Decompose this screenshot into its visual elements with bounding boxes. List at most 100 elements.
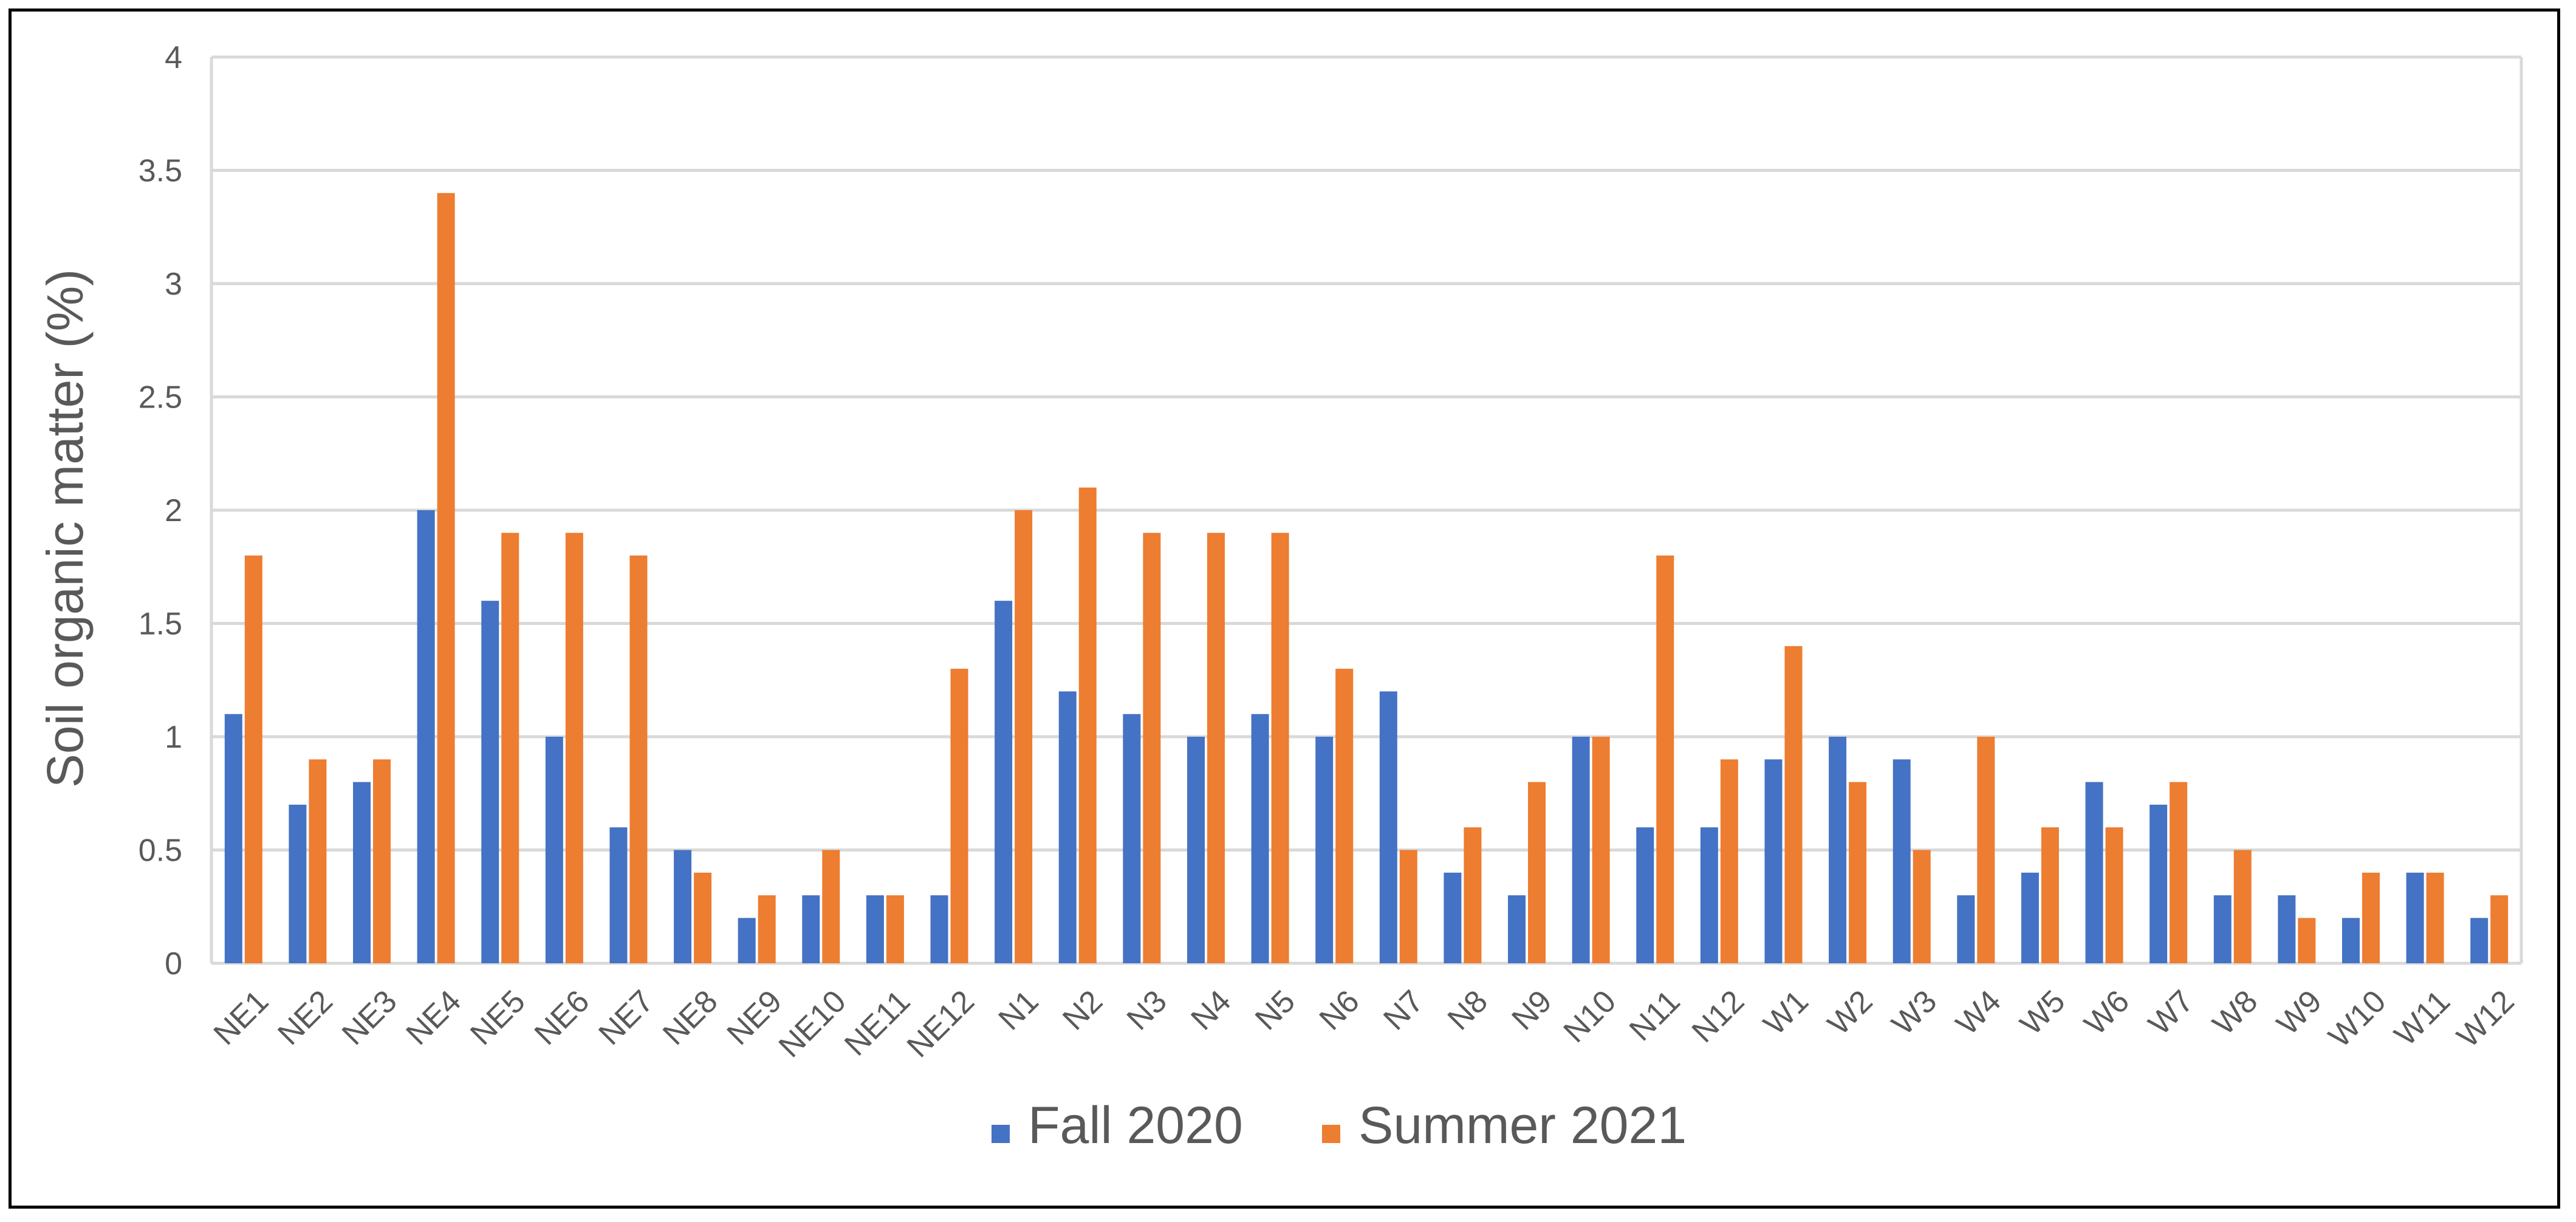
bar-fall-2020 xyxy=(1829,737,1847,963)
bar-summer-2021 xyxy=(309,759,327,963)
bar-summer-2021 xyxy=(1143,533,1161,963)
bar-fall-2020 xyxy=(1893,759,1911,963)
bar-fall-2020 xyxy=(1187,737,1205,963)
y-tick-label: 3.5 xyxy=(139,154,182,189)
bar-summer-2021 xyxy=(1335,669,1354,963)
bar-summer-2021 xyxy=(886,895,904,963)
bar-summer-2021 xyxy=(2105,827,2123,963)
chart-frame xyxy=(9,9,2560,1209)
y-tick-labels: 0 0.5 1 1.5 2 2.5 3 3.5 4 xyxy=(139,40,182,981)
bar-fall-2020 xyxy=(1379,691,1397,963)
x-tick-label: NE5 xyxy=(464,983,532,1052)
bar-summer-2021 xyxy=(1977,737,1995,963)
bar-fall-2020 xyxy=(1315,737,1334,963)
bar-summer-2021 xyxy=(1207,533,1225,963)
bar-fall-2020 xyxy=(866,895,884,963)
bars xyxy=(224,193,2509,963)
y-tick-label: 4 xyxy=(165,40,182,75)
bar-fall-2020 xyxy=(2406,872,2424,963)
y-tick-label: 1.5 xyxy=(139,607,182,642)
bar-summer-2021 xyxy=(1015,510,1033,963)
bar-summer-2021 xyxy=(565,533,583,963)
y-tick-label: 2 xyxy=(165,493,182,528)
x-tick-label: N1 xyxy=(992,983,1046,1037)
bar-fall-2020 xyxy=(1251,714,1269,963)
bar-summer-2021 xyxy=(2170,782,2188,963)
bar-fall-2020 xyxy=(738,918,756,963)
bar-fall-2020 xyxy=(995,601,1013,963)
y-tick-label: 3 xyxy=(165,267,182,302)
x-tick-label: NE1 xyxy=(207,983,276,1052)
x-tick-label: W11 xyxy=(2388,983,2457,1053)
bar-fall-2020 xyxy=(802,895,820,963)
x-tick-label: W5 xyxy=(2013,983,2072,1042)
bar-fall-2020 xyxy=(2278,895,2296,963)
x-tick-label: N4 xyxy=(1184,983,1238,1037)
x-tick-label: N7 xyxy=(1377,983,1430,1037)
legend: Fall 2020 Summer 2021 xyxy=(992,1096,1687,1155)
x-tick-label: NE10 xyxy=(772,983,853,1064)
x-tick-label: NE7 xyxy=(592,983,660,1052)
x-tick-label: NE12 xyxy=(900,983,981,1064)
bar-fall-2020 xyxy=(2341,918,2360,963)
x-tick-label: W8 xyxy=(2206,983,2264,1042)
y-tick-label: 0.5 xyxy=(139,833,182,869)
bar-fall-2020 xyxy=(1572,737,1590,963)
bar-fall-2020 xyxy=(353,782,371,963)
y-tick-label: 0 xyxy=(165,946,182,981)
x-tick-label: N9 xyxy=(1506,983,1559,1037)
legend-swatch xyxy=(1322,1125,1340,1143)
bar-summer-2021 xyxy=(1913,850,1931,963)
x-tick-label: W9 xyxy=(2270,983,2329,1042)
x-tick-label: W7 xyxy=(2142,983,2200,1042)
bar-summer-2021 xyxy=(437,193,455,963)
bar-fall-2020 xyxy=(1700,827,1718,963)
bar-fall-2020 xyxy=(1957,895,1975,963)
bar-summer-2021 xyxy=(822,850,840,963)
bar-fall-2020 xyxy=(417,510,435,963)
x-tick-label: W2 xyxy=(1821,983,1879,1042)
x-tick-label: NE3 xyxy=(335,983,404,1052)
x-tick-label: N10 xyxy=(1557,983,1623,1049)
bar-summer-2021 xyxy=(1078,487,1097,963)
bar-fall-2020 xyxy=(1444,872,1462,963)
bar-fall-2020 xyxy=(545,737,563,963)
bar-summer-2021 xyxy=(1849,782,1867,963)
bar-summer-2021 xyxy=(694,872,712,963)
bar-summer-2021 xyxy=(2298,918,2316,963)
bar-summer-2021 xyxy=(2426,872,2444,963)
bar-fall-2020 xyxy=(481,601,499,963)
bar-fall-2020 xyxy=(289,804,307,963)
bar-summer-2021 xyxy=(1592,737,1610,963)
y-tick-label: 1 xyxy=(165,720,182,755)
bar-fall-2020 xyxy=(2085,782,2103,963)
bar-summer-2021 xyxy=(2233,850,2252,963)
bar-fall-2020 xyxy=(224,714,242,963)
bar-summer-2021 xyxy=(1464,827,1482,963)
bar-summer-2021 xyxy=(501,533,519,963)
bar-fall-2020 xyxy=(930,895,948,963)
x-tick-label: W12 xyxy=(2450,983,2521,1054)
bar-summer-2021 xyxy=(1720,759,1738,963)
bar-fall-2020 xyxy=(609,827,628,963)
y-axis-label: Soil organic matter (%) xyxy=(36,269,94,788)
bar-summer-2021 xyxy=(1528,782,1546,963)
x-tick-label: NE6 xyxy=(528,983,597,1052)
x-tick-label: N11 xyxy=(1623,983,1687,1048)
bar-fall-2020 xyxy=(1123,714,1141,963)
bar-fall-2020 xyxy=(1764,759,1783,963)
x-tick-label: N8 xyxy=(1441,983,1495,1037)
x-tick-label: NE2 xyxy=(271,983,340,1052)
x-tick-label: NE11 xyxy=(838,983,917,1062)
bar-summer-2021 xyxy=(758,895,776,963)
bar-fall-2020 xyxy=(2150,804,2168,963)
bar-fall-2020 xyxy=(2213,895,2232,963)
x-tick-label: W6 xyxy=(2078,983,2136,1042)
bar-summer-2021 xyxy=(1399,850,1417,963)
x-tick-label: W1 xyxy=(1757,983,1815,1042)
x-tick-label: N5 xyxy=(1249,983,1302,1037)
bar-summer-2021 xyxy=(950,669,968,963)
y-tick-label: 2.5 xyxy=(139,380,182,415)
